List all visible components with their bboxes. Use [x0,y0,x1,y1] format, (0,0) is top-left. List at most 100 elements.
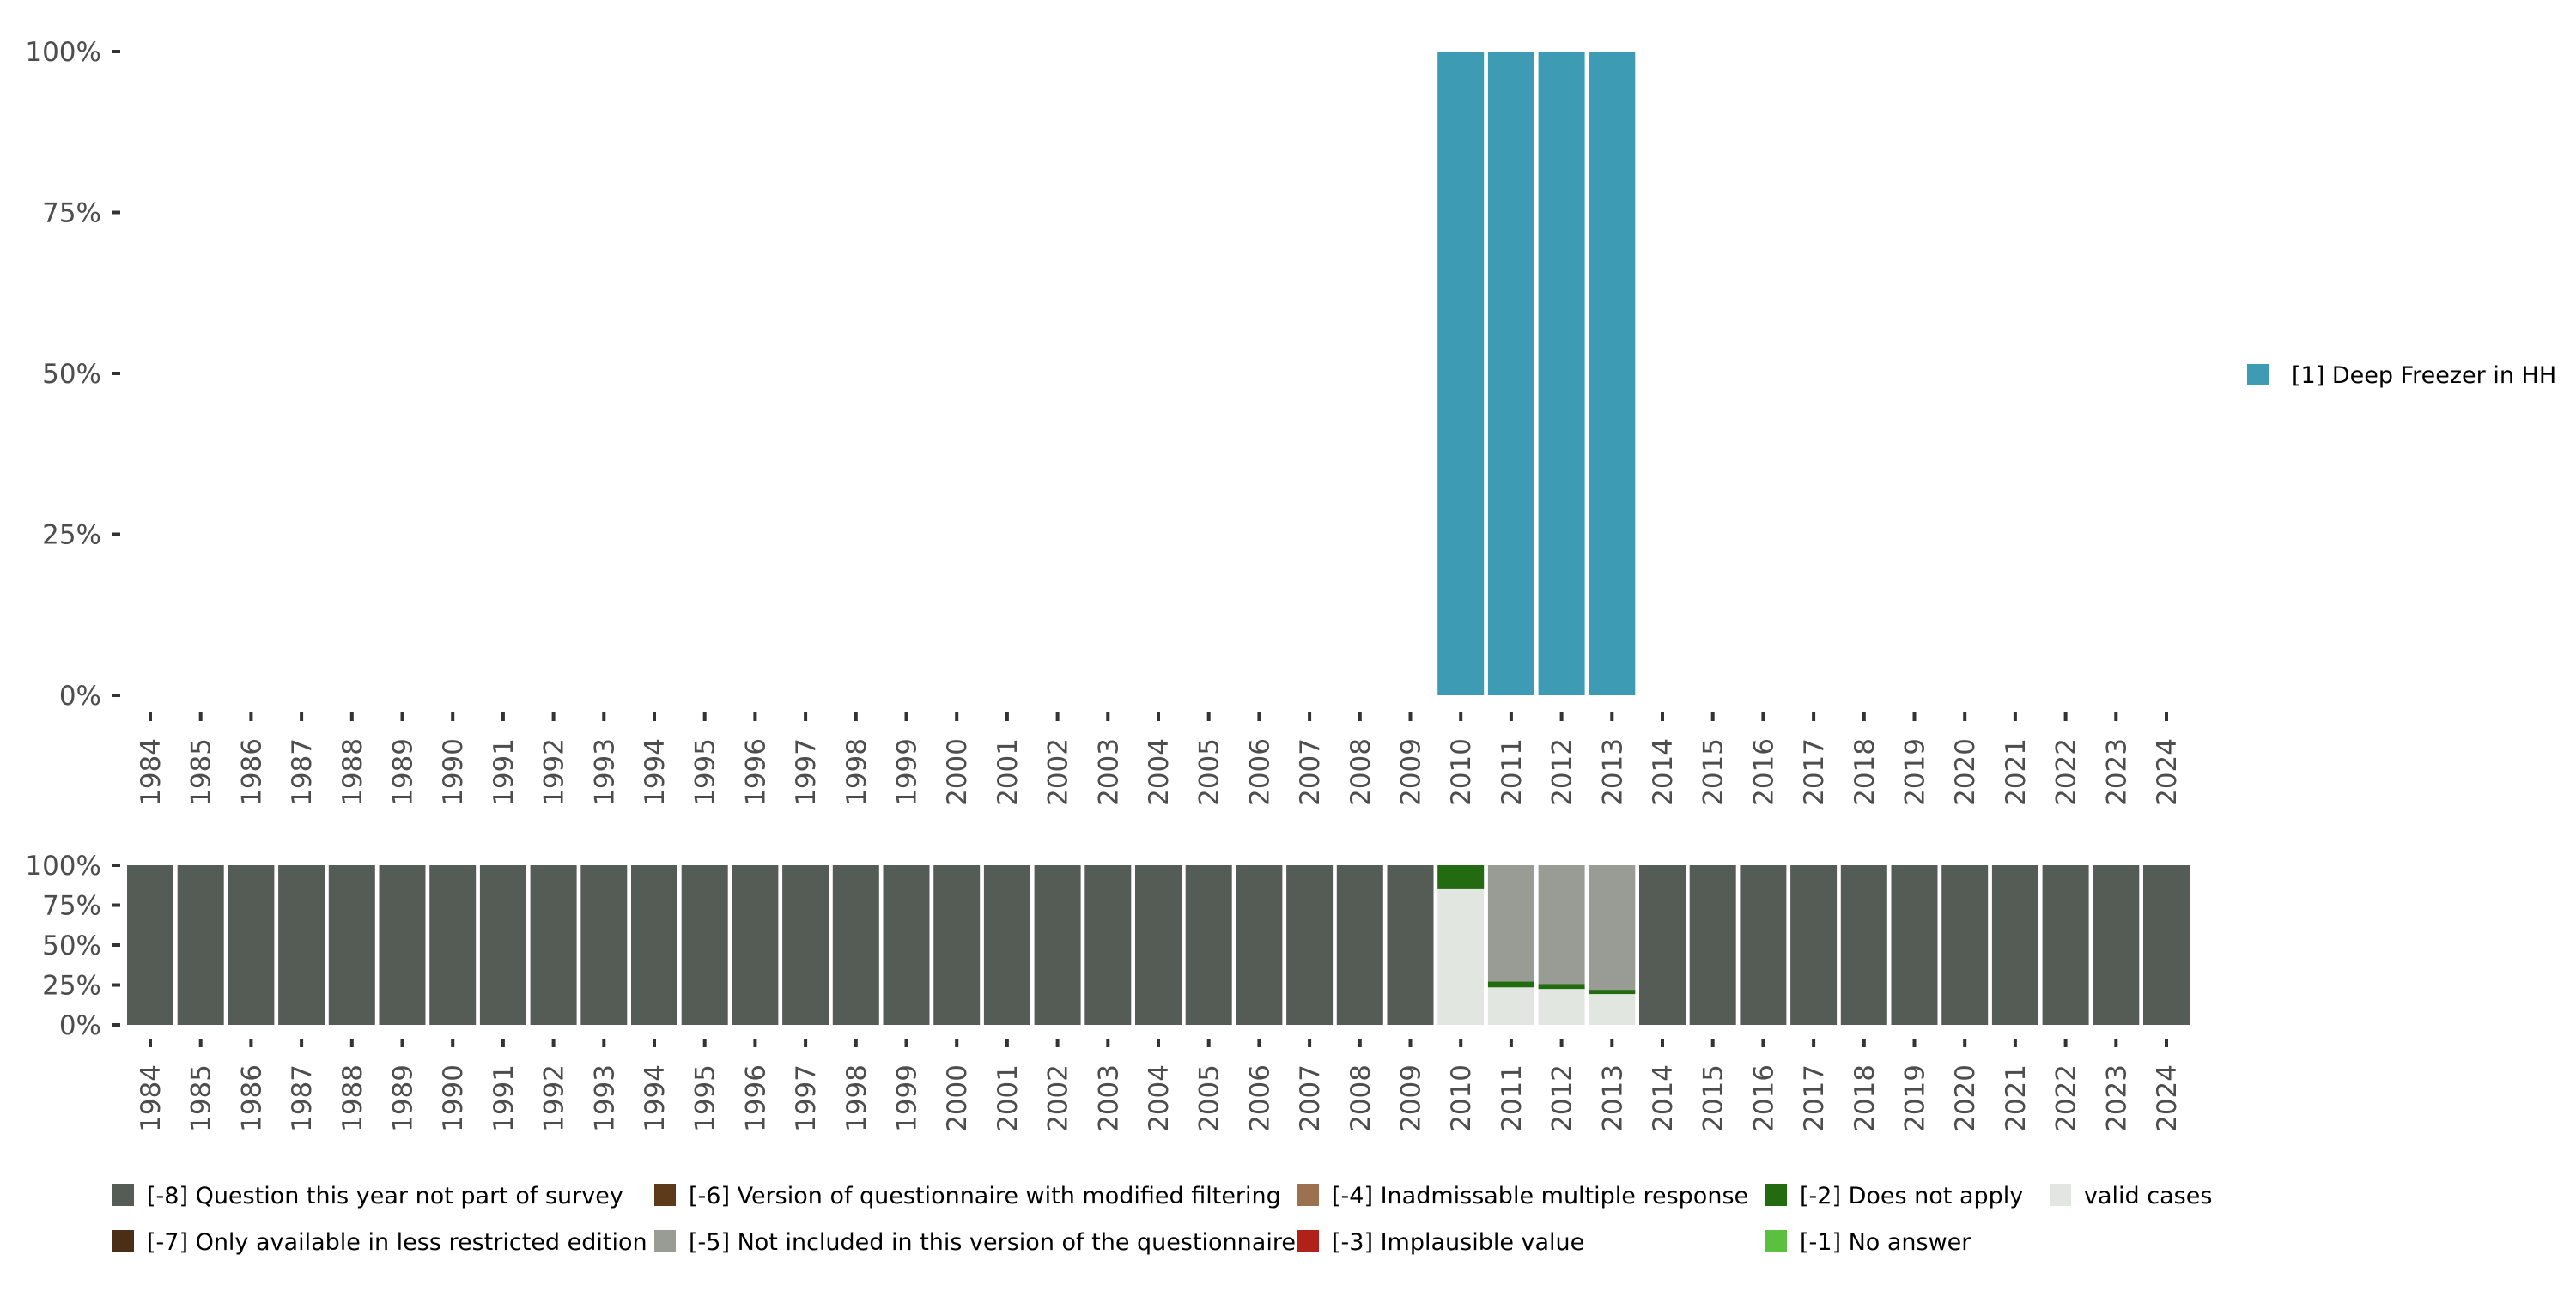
bottom-x-tick-label: 2014 [1648,1064,1679,1132]
legend-label: [-3] Implausible value [1332,1229,1584,1256]
legend-swatch [654,1184,676,1206]
bottom-bar-2003 [1084,865,1132,1025]
top-x-tick-label: 1997 [791,738,822,806]
bottom-x-tick-label: 1990 [438,1064,469,1132]
bottom-x-tick-label: 1988 [337,1064,368,1132]
legend-label: [-6] Version of questionnaire with modif… [689,1183,1281,1209]
bottom-x-tick-label: 2010 [1446,1064,1477,1132]
bottom-x-tick-label: 2022 [2051,1064,2082,1132]
bottom-bar-1991 [479,865,526,1025]
top-x-tick-label: 2016 [1748,738,1779,806]
bottom-bar-2019 [1891,865,1938,1025]
bottom-x-tick-label: 1998 [841,1064,872,1132]
legend-swatch [112,1184,134,1206]
bottom-bar-segment-2012 [1538,989,1585,1025]
top-x-tick-label: 2010 [1446,738,1477,806]
top-x-tick-label: 2001 [993,738,1024,806]
top-x-tick-label: 1995 [690,738,721,806]
top-x-tick-label: 2011 [1497,738,1528,806]
bottom-bar-1994 [631,865,677,1025]
top-x-tick-label: 2015 [1698,738,1729,806]
bottom-bar-segment-2013 [1589,865,1636,991]
bottom-x-tick-label: 1999 [892,1064,923,1132]
top-x-tick-label: 2024 [2152,738,2183,806]
bottom-x-tick-label: 2012 [1547,1064,1578,1132]
top-x-tick-label: 1998 [841,738,872,806]
legend-swatch [1297,1184,1319,1206]
bottom-x-tick-label: 1991 [489,1064,519,1132]
bottom-y-tick-label: 100% [25,851,101,882]
bottom-x-tick-label: 1987 [287,1064,318,1132]
top-x-tick-label: 1988 [337,738,368,806]
bottom-x-tick-label: 2023 [2101,1064,2132,1132]
legend-swatch [654,1230,676,1252]
bottom-bar-1995 [681,865,728,1025]
bottom-x-tick-label: 1994 [640,1064,671,1132]
bottom-x-tick-label: 2011 [1497,1064,1528,1132]
bottom-bar-2004 [1135,865,1182,1025]
bottom-x-tick-label: 2018 [1850,1064,1880,1132]
bottom-bar-2016 [1740,865,1787,1025]
bottom-x-tick-label: 1997 [791,1064,822,1132]
bottom-bar-2024 [2143,865,2190,1025]
top-x-tick-label: 1986 [236,738,267,806]
bottom-x-tick-label: 2002 [1043,1064,1074,1132]
bottom-bar-2020 [1941,865,1989,1025]
top-bar-2010 [1437,52,1485,695]
bottom-bar-2014 [1639,865,1686,1025]
bottom-bar-1992 [530,865,577,1025]
bottom-x-tick-label: 2004 [1144,1064,1175,1132]
bottom-bar-1993 [580,865,628,1025]
bottom-x-tick-label: 2000 [942,1064,973,1132]
top-x-tick-label: 2003 [1093,738,1124,806]
bottom-bar-2000 [933,865,981,1025]
bottom-x-tick-label: 2015 [1698,1064,1729,1132]
legend-label: [-4] Inadmissable multiple response [1332,1183,1748,1209]
bottom-bar-1987 [278,865,325,1025]
bottom-bar-1998 [832,865,879,1025]
bottom-x-tick-label: 2001 [993,1064,1024,1132]
top-legend-label: [1] Deep Freezer in HH [2292,362,2556,389]
top-x-tick-label: 2002 [1043,738,1074,806]
top-x-tick-label: 2006 [1244,738,1275,806]
bottom-y-tick-label: 50% [42,930,101,961]
top-x-tick-label: 1996 [740,738,771,806]
bottom-x-tick-label: 2005 [1194,1064,1225,1132]
legend-swatch [112,1230,134,1252]
top-x-tick-label: 2022 [2051,738,2082,806]
bottom-bar-segment-2010 [1437,888,1485,1025]
top-x-tick-label: 2020 [1950,738,1981,806]
bottom-x-tick-label: 1986 [236,1064,267,1132]
top-x-tick-label: 1985 [186,738,217,806]
bottom-y-tick-label: 75% [42,891,101,922]
bottom-bar-2021 [1991,865,2038,1025]
top-x-tick-label: 1994 [640,738,671,806]
bottom-bar-2009 [1387,865,1434,1025]
bottom-bar-segment-2010 [1437,865,1485,889]
bottom-x-tick-label: 2008 [1346,1064,1376,1132]
legend-label: valid cases [2084,1183,2212,1209]
top-x-tick-label: 2012 [1547,738,1578,806]
legend-swatch [2050,1184,2071,1206]
top-x-tick-label: 2018 [1850,738,1880,806]
bottom-bar-2008 [1336,865,1383,1025]
legend-label: [-7] Only available in less restricted e… [147,1229,647,1256]
bottom-bar-2023 [2093,865,2140,1025]
bottom-x-tick-label: 2021 [2001,1064,2032,1132]
bottom-bar-1990 [429,865,477,1025]
top-bar-2012 [1538,52,1585,695]
top-y-tick-label: 75% [42,198,101,229]
bottom-bar-segment-2013 [1589,990,1636,995]
legend-swatch [1765,1230,1787,1252]
top-bar-2013 [1589,52,1636,695]
top-x-tick-label: 1999 [892,738,923,806]
bottom-bar-segment-2012 [1538,984,1585,990]
top-y-tick-label: 0% [59,681,101,712]
top-y-tick-label: 25% [42,520,101,551]
bottom-bar-1996 [732,865,779,1025]
bottom-x-tick-label: 2006 [1244,1064,1275,1132]
top-x-tick-label: 2023 [2101,738,2132,806]
bottom-bar-2005 [1185,865,1232,1025]
top-x-tick-label: 1991 [489,738,519,806]
